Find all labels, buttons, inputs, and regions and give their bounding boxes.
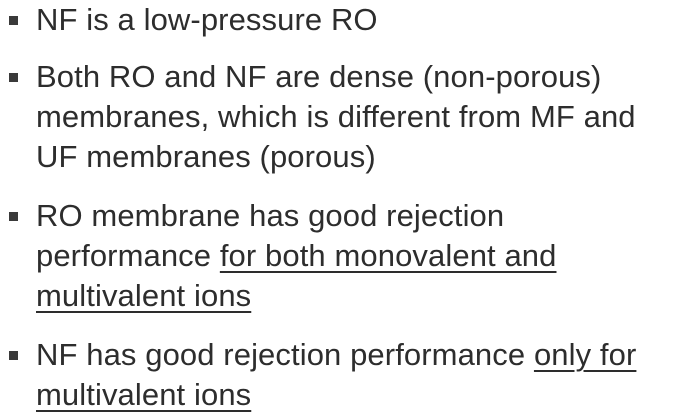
square-bullet-icon	[9, 351, 18, 360]
square-bullet-icon	[9, 212, 18, 221]
underlined-emphasis: for both monovalent and	[219, 238, 557, 273]
bullet-line: multivalent ions	[36, 375, 696, 415]
underlined-emphasis: multivalent ions	[36, 278, 252, 313]
bullet-line: Both RO and NF are dense (non-porous)	[36, 59, 602, 94]
underlined-emphasis: only for	[533, 337, 637, 372]
bullet-text: RO membrane has good rejection performan…	[36, 196, 696, 316]
bullet-line: multivalent ions	[36, 276, 696, 316]
square-bullet-icon	[9, 16, 18, 25]
bullet-line: UF membranes (porous)	[36, 139, 376, 174]
bullet-plain-text: performance	[36, 238, 220, 273]
bullet-line: performance for both monovalent and	[36, 236, 696, 276]
bullet-line: NF is a low-pressure RO	[36, 2, 378, 37]
underlined-emphasis: multivalent ions	[36, 377, 252, 412]
bullet-text: NF is a low-pressure RO	[36, 0, 696, 40]
square-bullet-icon	[9, 73, 18, 82]
bullet-line: NF has good rejection performance only f…	[36, 335, 696, 375]
bullet-line: RO membrane has good rejection	[36, 198, 505, 233]
bullet-plain-text: NF has good rejection performance	[36, 337, 534, 372]
bullet-line: membranes, which is different from MF an…	[36, 99, 636, 134]
bullet-text: NF has good rejection performance only f…	[36, 335, 696, 415]
bullet-text: Both RO and NF are dense (non-porous) me…	[36, 57, 696, 177]
